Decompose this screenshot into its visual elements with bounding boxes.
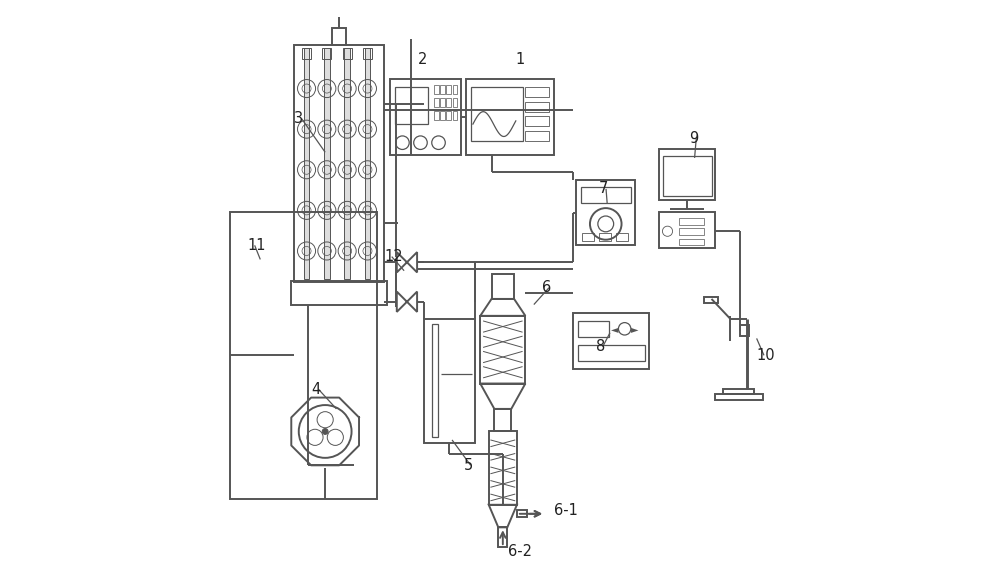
Bar	[424, 319, 475, 443]
Bar	[480, 316, 525, 384]
Bar	[659, 212, 715, 248]
Text: 6-2: 6-2	[508, 544, 532, 559]
Bar	[525, 87, 549, 97]
Bar	[715, 394, 763, 400]
Bar	[740, 325, 749, 336]
Bar	[466, 79, 554, 155]
Bar	[446, 111, 451, 120]
Bar	[582, 233, 594, 241]
Bar	[492, 274, 514, 299]
Bar	[525, 102, 549, 112]
Text: 3: 3	[294, 111, 303, 126]
Bar	[679, 228, 704, 235]
Bar	[294, 45, 384, 282]
Text: 8: 8	[596, 340, 605, 354]
Bar	[440, 111, 445, 120]
Bar	[573, 313, 649, 369]
Bar	[332, 28, 346, 45]
Circle shape	[322, 429, 328, 434]
Bar	[453, 98, 457, 107]
Bar	[302, 48, 311, 59]
Text: 4: 4	[311, 382, 320, 396]
Bar	[440, 85, 445, 94]
Bar	[344, 48, 350, 279]
Bar	[659, 149, 715, 200]
Bar	[679, 239, 704, 245]
Bar	[525, 116, 549, 126]
Bar	[581, 187, 631, 203]
Text: ◄: ◄	[611, 324, 618, 334]
Text: 9: 9	[689, 131, 698, 146]
Text: ►: ►	[631, 324, 639, 334]
Bar	[453, 85, 457, 94]
Bar	[230, 212, 377, 499]
Bar	[446, 85, 451, 94]
Text: 1: 1	[515, 52, 524, 67]
Text: 7: 7	[599, 182, 608, 196]
Bar	[453, 111, 457, 120]
Bar	[434, 98, 439, 107]
Bar	[304, 48, 309, 279]
Bar	[343, 48, 352, 59]
Bar	[578, 345, 645, 361]
Bar	[599, 233, 611, 241]
Bar	[434, 85, 439, 94]
Text: 11: 11	[248, 238, 266, 253]
Bar	[525, 131, 549, 141]
Bar	[390, 79, 461, 155]
Bar	[679, 218, 704, 225]
Bar	[489, 431, 517, 505]
Bar	[494, 409, 511, 431]
Bar	[616, 233, 628, 241]
Bar	[322, 48, 331, 59]
Bar	[446, 98, 451, 107]
Bar	[434, 111, 439, 120]
Bar	[363, 48, 372, 59]
Text: 12: 12	[384, 249, 403, 264]
Bar	[517, 510, 527, 517]
Text: 6-1: 6-1	[554, 503, 577, 518]
Bar	[324, 48, 330, 279]
Bar	[663, 156, 712, 196]
Bar	[291, 281, 387, 305]
Bar	[395, 87, 428, 124]
Text: 6: 6	[542, 280, 552, 295]
Bar	[704, 297, 718, 303]
Bar	[578, 321, 609, 337]
Text: 5: 5	[463, 458, 473, 473]
Bar	[365, 48, 370, 279]
Bar	[723, 389, 754, 394]
Bar	[432, 324, 438, 437]
Text: 2: 2	[418, 52, 428, 67]
Bar	[440, 98, 445, 107]
Bar	[498, 527, 507, 547]
Bar	[576, 180, 635, 245]
Bar	[471, 87, 523, 141]
Text: 10: 10	[757, 348, 775, 363]
